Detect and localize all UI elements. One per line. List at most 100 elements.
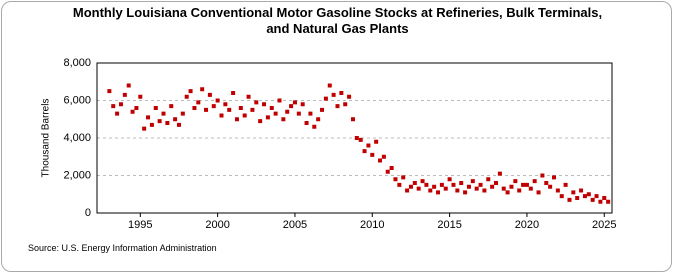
- point: [532, 179, 537, 184]
- point: [586, 192, 591, 197]
- point: [234, 117, 239, 122]
- point: [289, 104, 294, 109]
- point: [486, 177, 491, 182]
- point: [138, 94, 143, 99]
- point: [575, 196, 580, 200]
- point: [505, 190, 510, 195]
- point: [366, 143, 371, 148]
- point: [300, 102, 305, 107]
- point: [281, 117, 286, 122]
- point: [335, 104, 340, 109]
- point: [238, 106, 243, 110]
- point: [606, 199, 611, 204]
- point: [544, 181, 549, 185]
- point: [107, 89, 112, 94]
- point: [118, 102, 123, 107]
- point: [374, 139, 379, 144]
- point: [513, 179, 518, 184]
- x-tick-label: 2020: [515, 219, 539, 231]
- point: [408, 184, 413, 189]
- point: [439, 182, 444, 187]
- point: [350, 117, 355, 122]
- point: [447, 177, 452, 182]
- point: [490, 184, 495, 189]
- point: [443, 186, 448, 191]
- point: [262, 102, 267, 107]
- point: [246, 94, 251, 99]
- point: [424, 182, 429, 187]
- point: [482, 188, 487, 193]
- point: [466, 184, 471, 189]
- point: [567, 197, 572, 202]
- point: [521, 182, 526, 187]
- point: [528, 186, 533, 191]
- point: [381, 154, 386, 159]
- point: [563, 182, 568, 187]
- point: [509, 184, 514, 189]
- point: [354, 136, 359, 140]
- point: [428, 188, 433, 193]
- point: [598, 199, 603, 204]
- point: [405, 188, 410, 193]
- point: [312, 124, 317, 129]
- point: [327, 83, 332, 88]
- point: [176, 122, 181, 127]
- point: [323, 96, 328, 101]
- point: [339, 91, 344, 95]
- point: [231, 91, 236, 95]
- point: [296, 111, 301, 116]
- point: [389, 166, 394, 170]
- point: [153, 106, 158, 110]
- point: [412, 181, 417, 185]
- point: [470, 179, 475, 184]
- point: [200, 87, 205, 92]
- point: [169, 104, 174, 109]
- point: [362, 149, 367, 154]
- y-tick-label: 6,000: [63, 94, 91, 106]
- point: [517, 188, 522, 193]
- point: [227, 107, 232, 112]
- point: [304, 121, 309, 125]
- point: [130, 109, 135, 114]
- plot-border: [96, 62, 613, 214]
- point: [165, 121, 170, 125]
- point: [385, 169, 390, 174]
- point: [524, 182, 529, 187]
- x-tick-label: 2015: [437, 219, 461, 231]
- point: [358, 137, 363, 142]
- point: [184, 94, 189, 99]
- y-tick-label: 2,000: [63, 169, 91, 181]
- point: [146, 115, 151, 120]
- point: [316, 117, 321, 122]
- x-tick-label: 2010: [360, 219, 384, 231]
- point: [207, 92, 212, 97]
- point: [494, 181, 499, 185]
- point: [540, 173, 545, 178]
- point: [436, 190, 441, 195]
- point: [223, 102, 228, 107]
- point: [180, 111, 185, 116]
- frame: [1, 1, 672, 272]
- point: [285, 109, 290, 114]
- point: [571, 190, 576, 195]
- point: [277, 98, 282, 103]
- point: [250, 107, 255, 112]
- point: [308, 111, 313, 116]
- point: [219, 113, 224, 118]
- source-note: Source: U.S. Energy Information Administ…: [28, 243, 217, 253]
- point: [474, 186, 479, 191]
- point: [161, 111, 166, 116]
- point: [501, 186, 506, 191]
- point: [416, 186, 421, 191]
- point: [347, 94, 352, 99]
- point: [115, 111, 120, 116]
- point: [401, 175, 406, 180]
- point: [242, 113, 247, 118]
- point: [122, 92, 127, 97]
- point: [211, 104, 216, 109]
- point: [455, 188, 460, 193]
- point: [559, 194, 564, 199]
- x-tick-label: 2005: [283, 219, 307, 231]
- point: [188, 89, 193, 94]
